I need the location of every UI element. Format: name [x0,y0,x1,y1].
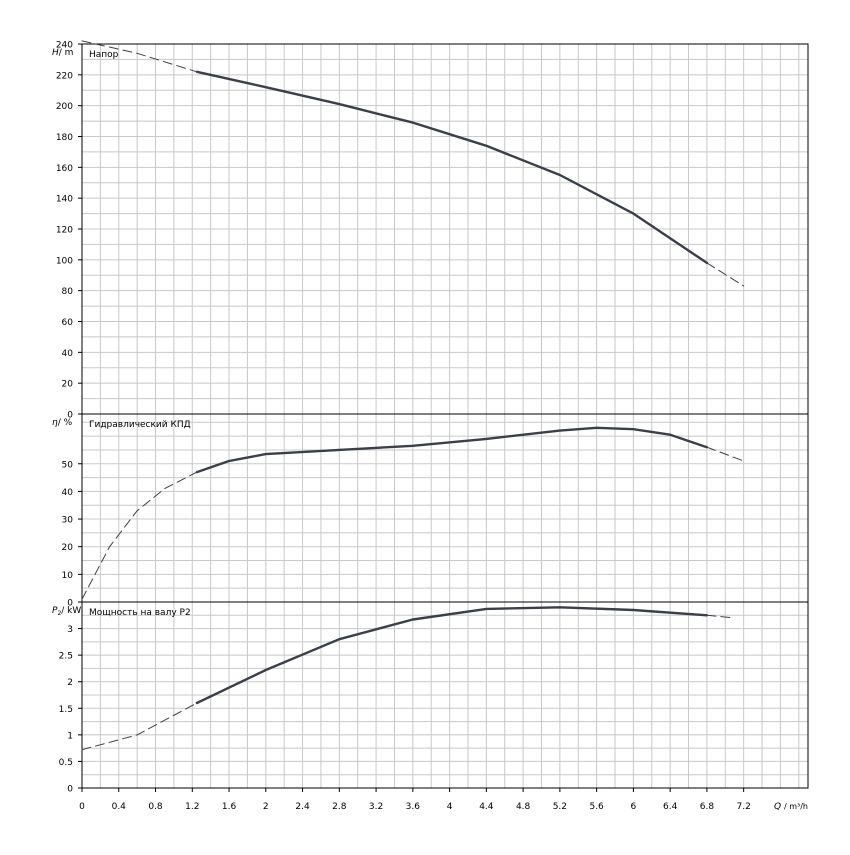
y-tick-label: 0 [67,599,73,609]
y-tick-label: 240 [56,41,73,51]
x-tick-label: 7.2 [737,802,751,812]
y-tick-label: 100 [56,256,73,266]
y-tick-label: 200 [56,102,73,112]
y-axis-label: P2/ kW [52,606,81,617]
y-tick-label: 3 [67,625,73,635]
x-tick-label: 1.2 [185,802,199,812]
curve-power-solid [195,606,709,705]
y-tick-label: 0.5 [59,758,73,768]
curve-head-dashed [81,40,198,73]
x-tick-label: 2.8 [332,802,347,812]
x-tick-label: 2 [263,802,269,812]
y-tick-label: 220 [56,71,73,81]
x-tick-label: 5.6 [589,802,604,812]
panel-title: Гидравлический КПД [89,420,191,430]
x-tick-label: 6.4 [663,802,678,812]
curve-head-solid [195,70,709,265]
y-tick-label: 10 [62,571,74,581]
y-tick-label: 1.5 [59,705,73,715]
x-tick-label: 0 [79,802,85,812]
panel-frame [81,601,809,789]
y-tick-label: 180 [56,133,73,143]
x-tick-label: 6.8 [700,802,715,812]
panel-power: 0 0.5 1 1.5 2 2.5 3 Мощность на валу P2 P2/ kW [52,601,809,795]
curve-efficiency-dashed [706,446,745,462]
x-tick-label: 4.8 [516,802,531,812]
y-tick-label: 1 [67,731,73,741]
y-tick-label: 50 [62,460,74,470]
curve-efficiency-dashed [81,471,198,600]
y-tick-label: 20 [62,543,74,553]
y-tick-label: 160 [56,164,73,174]
x-tick-label: 0.8 [148,802,163,812]
y-axis-label: η/ % [52,418,73,428]
x-tick-label: 2.4 [295,802,310,812]
panel-title: Мощность на валу P2 [89,608,191,618]
x-axis-label: Q / m³/h [774,802,808,812]
y-tick-label: 60 [62,318,74,328]
curve-efficiency-solid [195,426,709,474]
x-tick-label: 3.6 [406,802,421,812]
curve-power-dashed [706,614,735,619]
curve-power-dashed [81,702,198,751]
curve-head-dashed [706,262,745,287]
x-tick-label: 3.2 [369,802,383,812]
y-axis-label: H/ m [52,48,73,58]
x-tick-label: 4 [447,802,453,812]
y-tick-label: 120 [56,226,73,236]
x-tick-label: 0.4 [112,802,127,812]
y-tick-label: 40 [62,488,74,498]
y-tick-label: 2.5 [59,652,73,662]
x-tick-label: 6 [631,802,637,812]
y-tick-label: 30 [62,516,74,526]
y-tick-label: 40 [62,349,74,359]
panel-efficiency: 0 10 20 30 40 50 Гидравлический КПД η/ % [52,413,809,609]
y-tick-label: 2 [67,678,73,688]
y-tick-label: 140 [56,195,73,205]
x-tick-label: 4.4 [479,802,494,812]
panel-head: 0 20 40 60 80 100 120 140 160 180 200 220 240 Напор H/… [52,40,809,421]
y-tick-label: 20 [62,380,74,390]
y-tick-label: 0 [67,785,73,795]
x-tick-label: 1.6 [222,802,237,812]
y-tick-label: 80 [62,287,74,297]
panel-title: Напор [89,50,119,60]
y-tick-label: 0 [67,411,73,421]
x-tick-label: 5.2 [553,802,567,812]
